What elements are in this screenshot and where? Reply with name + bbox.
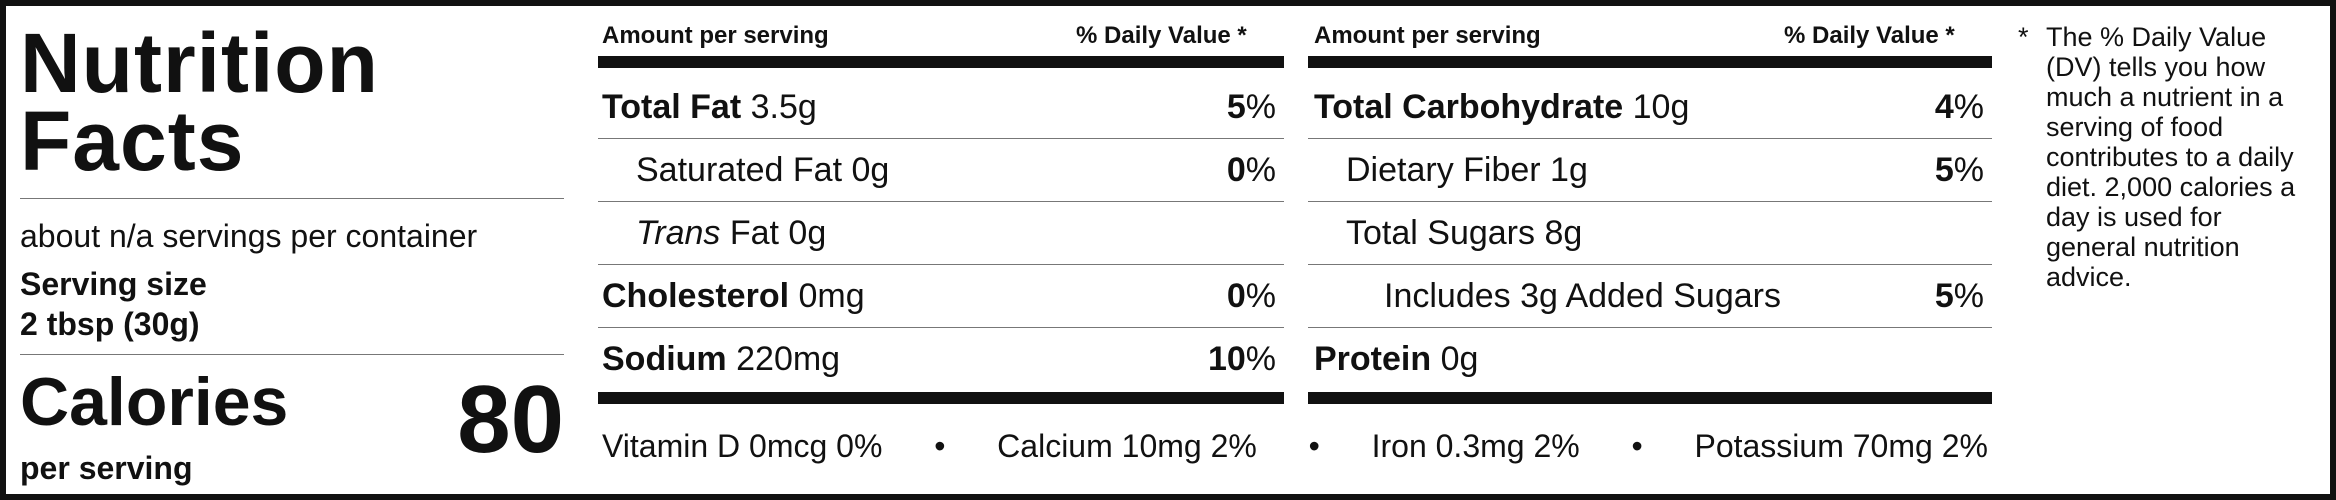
vitamins-minerals-row: Vitamin D 0mcg 0% • Calcium 10mg 2% • Ir… xyxy=(602,428,1988,465)
nutrient-dv: 4 xyxy=(1934,87,1954,126)
nutrient-amount: 10g xyxy=(1632,87,1690,126)
nutrient-row-trans-fat: Trans Fat 0g xyxy=(636,202,1276,264)
nutrient-row-cholesterol: Cholesterol 0mg 0% xyxy=(602,265,1276,327)
bullet-separator: • xyxy=(934,428,946,464)
title-line-1: Nutrition xyxy=(20,16,379,110)
label-title: Nutrition Facts xyxy=(20,16,379,188)
daily-value-header: % Daily Value * xyxy=(1076,22,1247,49)
divider xyxy=(598,138,1284,139)
iron: Iron 0.3mg 2% xyxy=(1371,428,1580,464)
nutrient-name: Total Carbohydrate xyxy=(1314,87,1624,126)
nutrient-dv: 5 xyxy=(1934,150,1954,189)
percent-sign: % xyxy=(1953,150,1984,189)
calcium: Calcium 10mg 2% xyxy=(997,428,1257,464)
amount-per-serving-header: Amount per serving xyxy=(602,22,829,49)
nutrient-name: Dietary Fiber 1g xyxy=(1346,150,1588,189)
divider xyxy=(1308,138,1992,139)
divider xyxy=(598,264,1284,265)
divider xyxy=(20,198,564,199)
footnote-text: The % Daily Value (DV) tells you how muc… xyxy=(2046,22,2296,292)
thick-rule xyxy=(1308,56,1992,68)
percent-sign: % xyxy=(1953,87,1984,126)
percent-sign: % xyxy=(1953,276,1984,315)
nutrient-row-total-sugars: Total Sugars 8g xyxy=(1346,202,1984,264)
title-line-2: Facts xyxy=(20,94,245,188)
divider xyxy=(20,354,564,355)
percent-sign: % xyxy=(1245,87,1276,126)
nutrient-row-dietary-fiber: Dietary Fiber 1g 5% xyxy=(1346,139,1984,201)
calories-label: Calories xyxy=(20,364,289,440)
nutrient-row-added-sugars: Includes 3g Added Sugars 5% xyxy=(1384,265,1984,327)
nutrient-dv: 0 xyxy=(1226,150,1246,189)
nutrient-amount: 0g xyxy=(1440,339,1479,378)
nutrient-amount: 3.5g xyxy=(750,87,817,126)
divider xyxy=(1308,264,1992,265)
nutrient-row-total-carbohydrate: Total Carbohydrate 10g 4% xyxy=(1314,76,1984,138)
servings-per-container: about n/a servings per container xyxy=(20,218,478,254)
serving-size-value: 2 tbsp (30g) xyxy=(20,306,200,342)
calories-per-serving: per serving xyxy=(20,450,193,486)
vitamin-d: Vitamin D 0mcg 0% xyxy=(602,428,883,464)
divider xyxy=(598,201,1284,202)
nutrient-name: Fat 0g xyxy=(729,213,827,252)
percent-sign: % xyxy=(1245,339,1276,378)
nutrient-name: Cholesterol xyxy=(602,276,790,315)
nutrient-name: Total Sugars 8g xyxy=(1346,213,1583,252)
daily-value-header: % Daily Value * xyxy=(1784,22,1955,49)
nutrient-name: Saturated Fat 0g xyxy=(636,150,890,189)
potassium: Potassium 70mg 2% xyxy=(1694,428,1988,464)
serving-size-label: Serving size xyxy=(20,266,207,302)
thick-rule xyxy=(598,56,1284,68)
nutrient-row-total-fat: Total Fat 3.5g 5% xyxy=(602,76,1276,138)
nutrient-name: Includes 3g Added Sugars xyxy=(1384,276,1781,315)
nutrient-dv: 5 xyxy=(1934,276,1954,315)
footnote-asterisk: * xyxy=(2018,22,2029,52)
trans-italic: Trans xyxy=(636,213,721,252)
serving-size: Serving size 2 tbsp (30g) xyxy=(20,264,207,344)
nutrient-dv: 5 xyxy=(1226,87,1246,126)
thick-rule xyxy=(598,392,1284,404)
nutrient-name: Protein xyxy=(1314,339,1432,378)
divider xyxy=(1308,201,1992,202)
nutrient-row-saturated-fat: Saturated Fat 0g 0% xyxy=(636,139,1276,201)
thick-rule xyxy=(1308,392,1992,404)
divider xyxy=(598,327,1284,328)
nutrient-amount: 0mg xyxy=(798,276,865,315)
percent-sign: % xyxy=(1245,276,1276,315)
divider xyxy=(1308,327,1992,328)
nutrient-name: Sodium xyxy=(602,339,727,378)
nutrient-dv: 0 xyxy=(1226,276,1246,315)
nutrient-amount: 220mg xyxy=(736,339,841,378)
nutrient-row-protein: Protein 0g xyxy=(1314,328,1984,390)
calories-value: 80 xyxy=(457,366,564,473)
bullet-separator: • xyxy=(1308,428,1320,464)
bullet-separator: • xyxy=(1631,428,1643,464)
amount-per-serving-header: Amount per serving xyxy=(1314,22,1541,49)
nutrient-dv: 10 xyxy=(1207,339,1246,378)
percent-sign: % xyxy=(1245,150,1276,189)
nutrient-name: Total Fat xyxy=(602,87,742,126)
nutrient-row-sodium: Sodium 220mg 10% xyxy=(602,328,1276,390)
